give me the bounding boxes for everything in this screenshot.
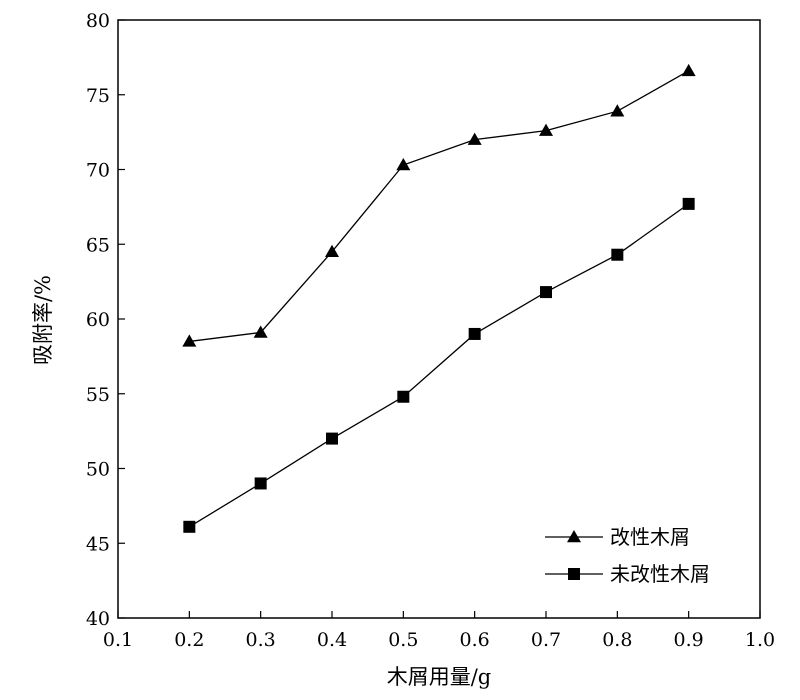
y-tick-label: 40	[86, 608, 110, 630]
data-point-triangle	[467, 132, 482, 145]
y-axis-ticks: 40 45 50 55 60 65 70 75 80	[86, 10, 125, 630]
legend-marker-triangle	[567, 530, 581, 543]
data-point-triangle	[681, 63, 696, 77]
data-point-square	[183, 520, 196, 533]
x-tick-label: 0.9	[674, 629, 704, 651]
x-tick-label: 0.3	[246, 629, 276, 651]
x-tick-label: 0.7	[531, 629, 561, 651]
series-line	[189, 70, 689, 343]
y-tick-label: 55	[86, 384, 110, 406]
data-point-triangle	[396, 158, 411, 171]
y-tick-label: 60	[86, 309, 110, 331]
data-point-square	[468, 327, 481, 340]
series-line	[188, 203, 690, 528]
x-tick-label: 1.0	[745, 629, 775, 651]
y-tick-label: 45	[86, 533, 110, 555]
y-tick-label: 80	[86, 10, 110, 32]
y-tick-label: 75	[86, 85, 110, 107]
data-point-square	[540, 286, 552, 299]
y-tick-label: 70	[86, 160, 110, 182]
data-point-square	[682, 197, 695, 210]
y-tick-label: 65	[86, 234, 110, 256]
series-layer	[182, 63, 696, 533]
data-point-triangle	[610, 104, 625, 117]
series-1	[182, 63, 696, 347]
series-2	[183, 197, 695, 533]
data-point-triangle	[253, 325, 268, 338]
legend-label: 改性木屑	[610, 525, 690, 549]
data-point-square	[254, 477, 267, 490]
legend-label: 未改性木屑	[610, 562, 710, 586]
x-tick-label: 0.8	[602, 629, 632, 651]
x-tick-label: 0.4	[317, 629, 347, 651]
data-point-square	[611, 248, 624, 261]
data-point-square	[397, 390, 410, 403]
x-tick-label: 0.1	[103, 629, 133, 651]
x-axis-title: 木屑用量/g	[387, 665, 492, 689]
data-point-triangle	[325, 244, 339, 257]
data-point-triangle	[539, 123, 553, 136]
data-point-triangle	[182, 334, 197, 347]
data-point-square	[326, 432, 338, 445]
x-tick-label: 0.6	[460, 629, 490, 651]
y-tick-label: 50	[86, 459, 110, 481]
x-tick-label: 0.5	[388, 629, 418, 651]
x-axis-ticks: 0.1 0.2 0.3 0.4 0.5 0.6 0.7 0.8 0.9 1.0	[103, 611, 775, 651]
x-tick-label: 0.2	[174, 629, 204, 651]
legend-marker-square	[568, 568, 580, 580]
y-axis-title: 吸附率/%	[31, 275, 55, 365]
